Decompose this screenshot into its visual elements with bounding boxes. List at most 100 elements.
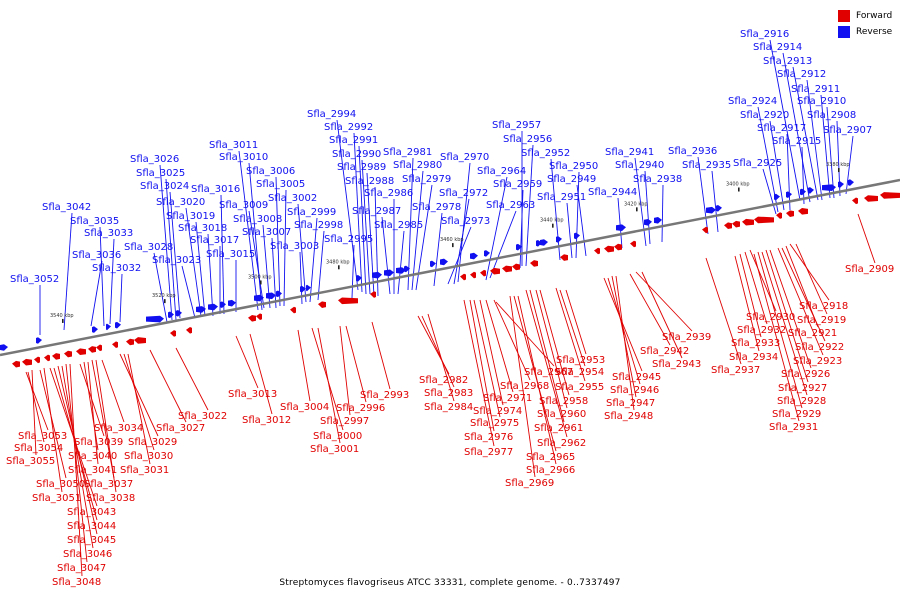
gene-label-forward: Sfla_2977 <box>464 447 513 458</box>
gene-label-forward: Sfla_3039 <box>74 437 123 448</box>
gene-label-reverse: Sfla_3036 <box>72 250 121 261</box>
scale-label: 3520 kbp <box>152 293 176 299</box>
leader-line <box>165 178 177 321</box>
gene-label-forward: Sfla_2968 <box>500 381 549 392</box>
gene-arrow-reverse <box>36 337 42 344</box>
leader-line <box>119 273 123 323</box>
gene-arrow-reverse <box>822 184 836 191</box>
gene-label-reverse: Sfla_3011 <box>209 140 258 151</box>
gene-arrow-forward <box>338 297 358 305</box>
leader-line <box>83 361 99 451</box>
gene-arrow-forward <box>560 254 568 261</box>
leader-line <box>181 265 196 319</box>
gene-arrow-reverse <box>484 250 490 257</box>
gene-label-forward: Sfla_2909 <box>845 264 894 275</box>
leader-line <box>339 325 351 416</box>
leader-line <box>57 365 98 535</box>
gene-label-forward: Sfla_3030 <box>124 451 173 462</box>
gene-label-reverse: Sfla_2940 <box>615 160 664 171</box>
reverse-labels: Sfla_3052Sfla_3042Sfla_3036Sfla_3035Sfla… <box>10 29 872 285</box>
gene-arrow-reverse <box>306 284 311 292</box>
gene-label-forward: Sfla_3000 <box>313 431 362 442</box>
leader-line <box>806 79 823 201</box>
gene-arrow-reverse <box>644 218 652 226</box>
leader-line <box>248 162 263 311</box>
forward-labels: Sfla_3053Sfla_3054Sfla_3055Sfla_3050Sfla… <box>6 264 894 588</box>
gene-label-reverse: Sfla_3026 <box>130 154 179 165</box>
gene-label-forward: Sfla_2943 <box>652 359 701 370</box>
leader-line <box>559 289 586 367</box>
leader-line <box>345 325 367 403</box>
gene-label-forward: Sfla_2974 <box>473 406 522 417</box>
gene-arrow-forward <box>530 260 538 267</box>
gene-label-forward: Sfla_2984 <box>424 402 473 413</box>
gene-label-forward: Sfla_2946 <box>610 385 659 396</box>
leader-line <box>159 164 173 321</box>
leader-line <box>769 249 812 369</box>
legend-reverse: Reverse <box>838 24 892 40</box>
leader-line <box>705 257 742 365</box>
leader-line <box>711 170 719 233</box>
leader-line <box>63 212 73 331</box>
leader-line <box>769 39 801 201</box>
gene-label-reverse: Sfla_2970 <box>440 152 489 163</box>
gene-label-reverse: Sfla_3035 <box>70 216 119 227</box>
leader-line <box>358 145 367 295</box>
leader-line <box>317 230 325 301</box>
gene-label-reverse: Sfla_3003 <box>270 241 319 252</box>
gene-label-forward: Sfla_2922 <box>795 342 844 353</box>
gene-arrow-reverse <box>396 267 406 274</box>
gene-arrow-forward <box>44 354 50 362</box>
gene-label-forward: Sfla_2993 <box>360 390 409 401</box>
gene-arrow-reverse <box>808 187 814 194</box>
gene-label-reverse: Sfla_3028 <box>124 242 173 253</box>
leader-line <box>697 156 709 235</box>
gene-label-reverse: Sfla_2916 <box>740 29 789 40</box>
leader-line <box>857 213 876 264</box>
gene-label-forward: Sfla_3012 <box>242 415 291 426</box>
gene-arrow-forward <box>126 338 134 346</box>
gene-label-forward: Sfla_2971 <box>483 393 532 404</box>
gene-arrow-forward <box>732 220 740 228</box>
gene-label-forward: Sfla_2976 <box>464 432 513 443</box>
leader-line <box>27 371 45 443</box>
gene-arrow-reverse <box>92 326 98 333</box>
leader-line <box>195 221 206 317</box>
leader-line <box>336 119 359 291</box>
leader-line <box>249 333 273 415</box>
gene-label-reverse: Sfla_2973 <box>441 216 490 227</box>
gene-label-reverse: Sfla_3006 <box>246 166 295 177</box>
leader-line <box>169 191 181 319</box>
leader-line <box>235 335 259 389</box>
leader-line <box>69 363 83 577</box>
leader-line <box>87 361 99 465</box>
legend-reverse-label: Reverse <box>856 27 893 37</box>
leader-line <box>433 212 443 287</box>
scale-tick <box>636 207 638 212</box>
gene-label-reverse: Sfla_2910 <box>797 96 846 107</box>
gene-arrow-reverse <box>176 309 182 317</box>
genome-backbone <box>0 178 900 357</box>
gene-label-forward: Sfla_2929 <box>772 409 821 420</box>
gene-label-reverse: Sfla_2979 <box>402 174 451 185</box>
gene-arrow-forward <box>864 195 878 202</box>
gene-arrow-reverse <box>556 236 562 243</box>
gene-label-reverse: Sfla_2988 <box>345 176 394 187</box>
leader-line <box>801 146 805 205</box>
gene-label-reverse: Sfla_3008 <box>233 214 282 225</box>
leader-line <box>309 217 318 303</box>
gene-label-reverse: Sfla_2978 <box>412 202 461 213</box>
gene-label-reverse: Sfla_2981 <box>383 147 432 158</box>
gene-label-forward: Sfla_2961 <box>534 423 583 434</box>
gene-arrow-forward <box>88 346 96 353</box>
gene-label-reverse: Sfla_3018 <box>178 223 227 234</box>
leader-line <box>353 132 363 293</box>
gene-label-forward: Sfla_3043 <box>67 507 116 518</box>
gene-label-reverse: Sfla_2957 <box>492 120 541 131</box>
leader-line <box>473 299 501 418</box>
gene-label-reverse: Sfla_2994 <box>307 109 356 120</box>
gene-label-reverse: Sfla_2956 <box>503 134 552 145</box>
gene-label-reverse: Sfla_2913 <box>763 56 812 67</box>
leader-line <box>411 170 424 291</box>
gene-label-forward: Sfla_3040 <box>68 451 117 462</box>
